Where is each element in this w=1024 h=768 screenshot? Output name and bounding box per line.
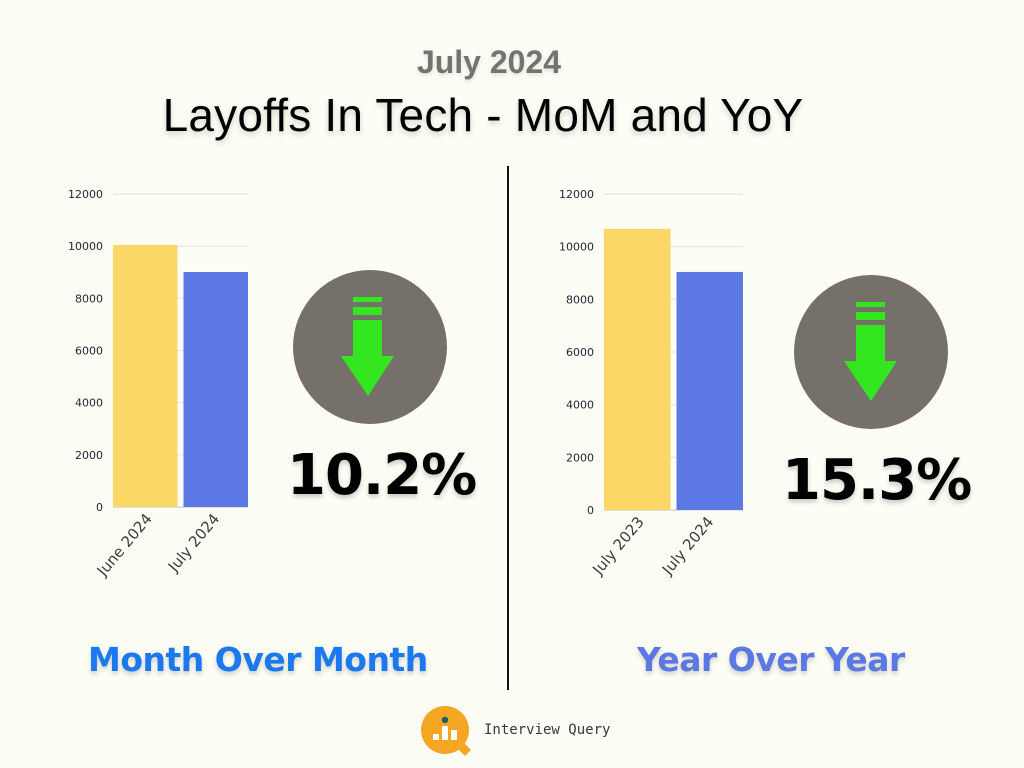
- y-tick-label: 8000: [566, 293, 594, 306]
- interview-query-logo-icon: [421, 706, 471, 756]
- bar-july-2024: [676, 271, 743, 510]
- bar-june-2024: [113, 244, 178, 507]
- brand-name: Interview Query: [484, 722, 611, 738]
- y-tick-label: 8000: [75, 292, 103, 305]
- y-tick-label: 10000: [68, 240, 103, 253]
- bar-july-2024: [183, 271, 248, 507]
- x-category-label: June 2024: [93, 510, 156, 580]
- y-tick-label: 12000: [559, 188, 594, 201]
- y-tick-label: 2000: [75, 449, 103, 462]
- down-arrow-icon: [293, 270, 447, 424]
- y-tick-label: 0: [96, 501, 103, 514]
- report-month: July 2024: [416, 44, 562, 80]
- yoy-section-label: Year Over Year: [637, 640, 905, 679]
- y-tick-label: 6000: [75, 345, 103, 358]
- page-title: Layoffs In Tech - MoM and YoY: [162, 89, 804, 141]
- y-tick-label: 4000: [75, 397, 103, 410]
- down-arrow-icon: [794, 275, 948, 429]
- x-category-label: July 2024: [164, 510, 223, 576]
- yoy-bar-chart: 0 2000 4000 6000 8000 10000 12000 July 2023 July…: [559, 188, 743, 579]
- y-tick-label: 2000: [566, 451, 594, 464]
- mom-section-label: Month Over Month: [88, 640, 428, 679]
- y-tick-label: 4000: [566, 399, 594, 412]
- bar-july-2023: [604, 228, 671, 510]
- mom-bar-chart: 0 2000 4000 6000 8000 10000 12000 June 2024 July…: [68, 188, 248, 580]
- x-category-label: July 2024: [658, 513, 717, 579]
- x-category-label: July 2023: [588, 513, 647, 579]
- y-tick-label: 6000: [566, 346, 594, 359]
- y-tick-label: 10000: [559, 241, 594, 254]
- mom-change-percent: 10.2%: [287, 443, 477, 508]
- section-divider: [507, 166, 509, 690]
- y-tick-label: 0: [587, 504, 594, 517]
- y-tick-label: 12000: [68, 188, 103, 201]
- yoy-change-percent: 15.3%: [782, 448, 972, 513]
